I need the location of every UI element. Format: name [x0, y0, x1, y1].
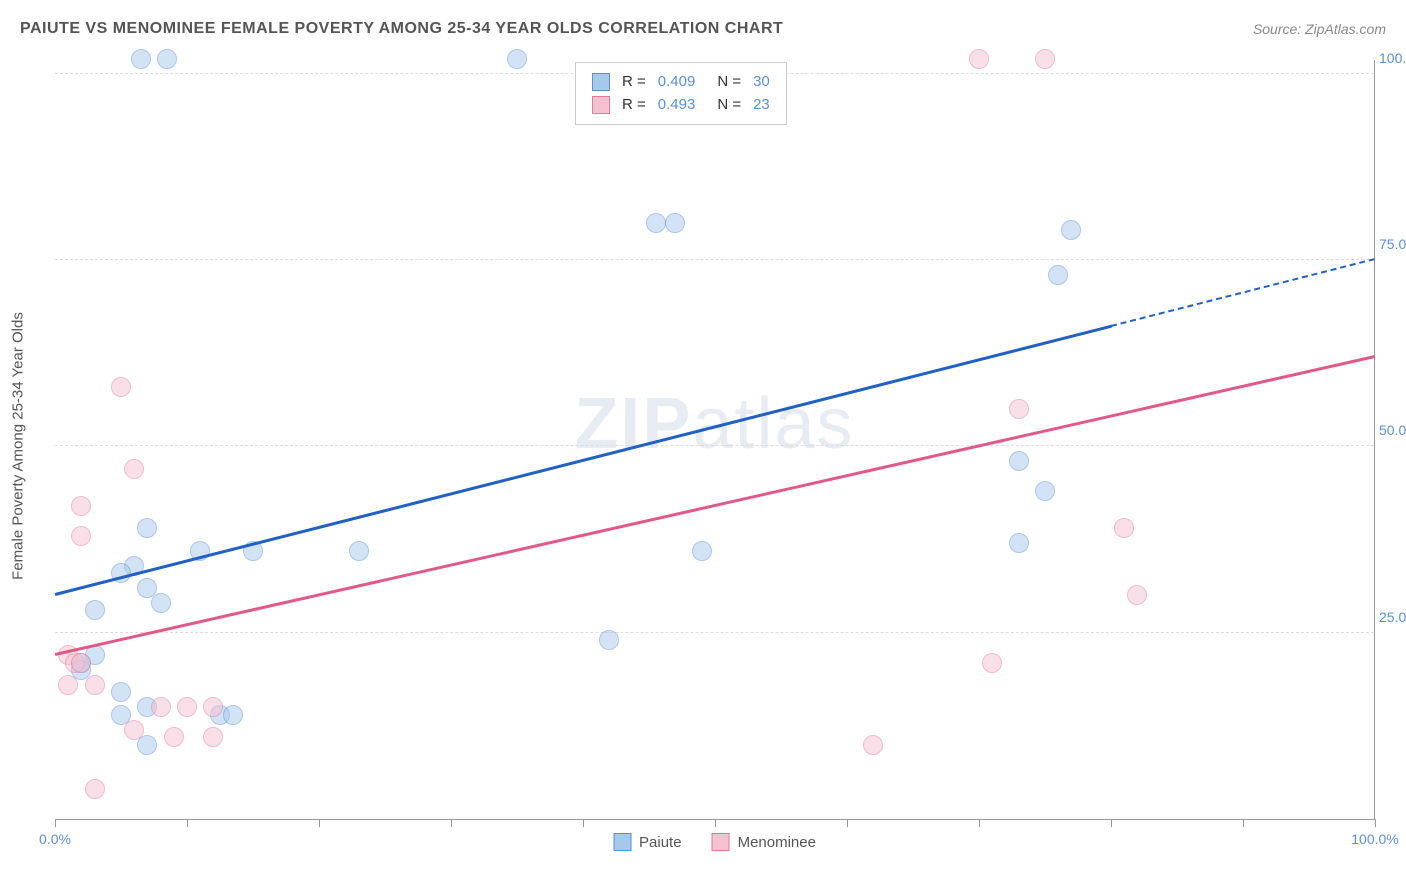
- data-point: [863, 735, 883, 755]
- data-point: [507, 49, 527, 69]
- data-point: [1009, 533, 1029, 553]
- data-point: [203, 727, 223, 747]
- data-point: [58, 675, 78, 695]
- data-point: [131, 49, 151, 69]
- x-tick: [1375, 819, 1376, 827]
- source-label: Source: ZipAtlas.com: [1253, 21, 1386, 37]
- stat-r-label: R =: [622, 71, 646, 94]
- series-swatch: [592, 96, 610, 114]
- data-point: [137, 735, 157, 755]
- x-tick: [1243, 819, 1244, 827]
- data-point: [137, 518, 157, 538]
- gridline: [55, 632, 1374, 633]
- stat-n-label: N =: [717, 71, 741, 94]
- data-point: [349, 541, 369, 561]
- data-point: [1048, 265, 1068, 285]
- data-point: [1061, 220, 1081, 240]
- x-tick: [451, 819, 452, 827]
- data-point: [151, 593, 171, 613]
- data-point: [71, 526, 91, 546]
- data-point: [177, 697, 197, 717]
- stat-n-value: 30: [753, 71, 770, 94]
- legend-item: Paiute: [613, 833, 682, 851]
- stat-r-value: 0.493: [658, 94, 696, 117]
- data-point: [124, 720, 144, 740]
- legend-swatch: [613, 833, 631, 851]
- data-point: [1114, 518, 1134, 538]
- data-point: [111, 682, 131, 702]
- data-point: [1009, 451, 1029, 471]
- legend-label: Menominee: [738, 834, 816, 851]
- data-point: [982, 653, 1002, 673]
- y-tick-label: 50.0%: [1379, 422, 1406, 438]
- x-tick: [187, 819, 188, 827]
- trend-line: [55, 355, 1376, 655]
- scatter-chart: ZIPatlas 25.0%50.0%75.0%100.0%0.0%100.0%…: [55, 60, 1375, 820]
- data-point: [1127, 585, 1147, 605]
- data-point: [692, 541, 712, 561]
- x-tick-label: 100.0%: [1351, 831, 1398, 847]
- data-point: [164, 727, 184, 747]
- x-tick: [55, 819, 56, 827]
- data-point: [151, 697, 171, 717]
- stats-row: R = 0.493 N = 23: [592, 94, 770, 117]
- data-point: [157, 49, 177, 69]
- x-tick: [1111, 819, 1112, 827]
- stat-r-label: R =: [622, 94, 646, 117]
- x-tick: [847, 819, 848, 827]
- data-point: [599, 630, 619, 650]
- data-point: [71, 653, 91, 673]
- data-point: [85, 779, 105, 799]
- trend-line: [55, 325, 1112, 596]
- chart-title: PAIUTE VS MENOMINEE FEMALE POVERTY AMONG…: [20, 20, 783, 38]
- data-point: [203, 697, 223, 717]
- data-point: [1035, 481, 1055, 501]
- stat-r-value: 0.409: [658, 71, 696, 94]
- stats-box: R = 0.409 N = 30 R = 0.493 N = 23: [575, 62, 787, 125]
- chart-header: PAIUTE VS MENOMINEE FEMALE POVERTY AMONG…: [20, 20, 1386, 38]
- x-tick: [319, 819, 320, 827]
- gridline: [55, 445, 1374, 446]
- legend-label: Paiute: [639, 834, 682, 851]
- x-tick: [583, 819, 584, 827]
- y-tick-label: 25.0%: [1379, 609, 1406, 625]
- legend-swatch: [712, 833, 730, 851]
- y-tick-label: 75.0%: [1379, 236, 1406, 252]
- x-tick: [979, 819, 980, 827]
- data-point: [665, 213, 685, 233]
- data-point: [223, 705, 243, 725]
- y-axis-label: Female Poverty Among 25-34 Year Olds: [10, 312, 27, 580]
- data-point: [969, 49, 989, 69]
- legend-item: Menominee: [712, 833, 816, 851]
- data-point: [1009, 399, 1029, 419]
- stats-row: R = 0.409 N = 30: [592, 71, 770, 94]
- x-tick-label: 0.0%: [39, 831, 71, 847]
- x-tick: [715, 819, 716, 827]
- data-point: [124, 459, 144, 479]
- data-point: [85, 675, 105, 695]
- data-point: [85, 600, 105, 620]
- gridline: [55, 259, 1374, 260]
- y-tick-label: 100.0%: [1379, 50, 1406, 66]
- stat-n-label: N =: [717, 94, 741, 117]
- data-point: [111, 377, 131, 397]
- data-point: [646, 213, 666, 233]
- legend: Paiute Menominee: [613, 833, 816, 851]
- series-swatch: [592, 73, 610, 91]
- data-point: [1035, 49, 1055, 69]
- data-point: [71, 496, 91, 516]
- trend-line-extrapolated: [1111, 258, 1375, 327]
- stat-n-value: 23: [753, 94, 770, 117]
